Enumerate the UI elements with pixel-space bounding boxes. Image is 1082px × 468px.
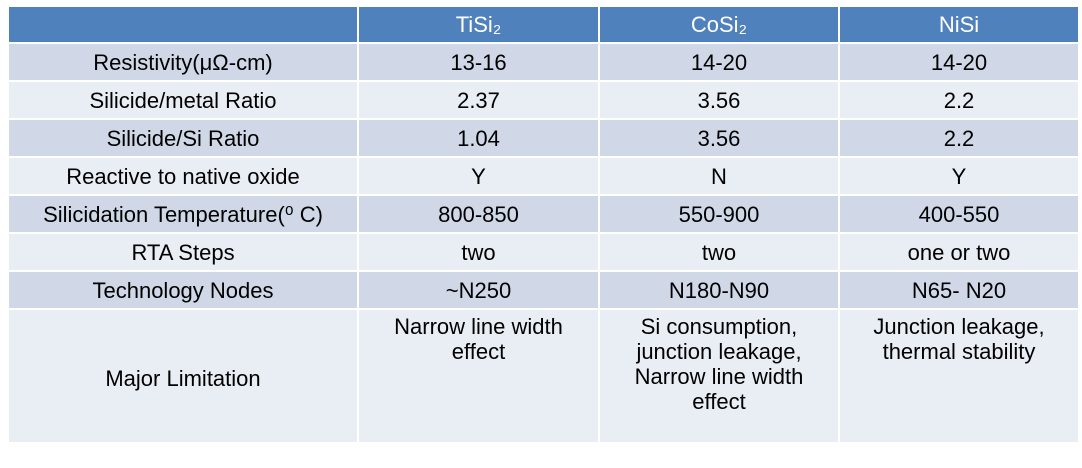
table-cell: 3.56: [598, 118, 840, 158]
table-cell: Y: [357, 156, 600, 196]
table-row: Silicidation Temperature(⁰ C) 800-850 550-…: [7, 194, 1080, 234]
table-row: Silicide/metal Ratio 2.37 3.56 2.2: [7, 80, 1080, 120]
row-label: Major Limitation: [7, 308, 359, 444]
table-row: Reactive to native oxide Y N Y: [7, 156, 1080, 196]
table-row: Major Limitation Narrow line width effect S…: [7, 308, 1080, 444]
cell-line: Narrow line width: [394, 314, 563, 339]
table-cell: 2.2: [838, 118, 1080, 158]
row-label: Silicide/metal Ratio: [7, 80, 359, 120]
row-label: Resistivity(μΩ-cm): [7, 42, 359, 82]
table-cell: N65- N20: [838, 270, 1080, 310]
table-cell: one or two: [838, 232, 1080, 272]
table-cell: ~N250: [357, 270, 600, 310]
table-cell: Y: [838, 156, 1080, 196]
cell-line: Narrow line width: [634, 364, 804, 389]
header-cell: NiSi: [838, 5, 1080, 44]
header-row: TiSi₂ CoSi₂ NiSi: [7, 5, 1080, 44]
table-cell: N180-N90: [598, 270, 840, 310]
row-label: Silicide/Si Ratio: [7, 118, 359, 158]
cell-line: effect: [451, 339, 506, 364]
table-cell: Si consumption, junction leakage, Narrow l…: [598, 308, 840, 444]
row-label: Silicidation Temperature(⁰ C): [7, 194, 359, 234]
cell-line: Major Limitation: [105, 365, 261, 391]
table-cell: two: [357, 232, 600, 272]
table-cell: 1.04: [357, 118, 600, 158]
table-cell: Narrow line width effect: [357, 308, 600, 444]
table-row: Silicide/Si Ratio 1.04 3.56 2.2: [7, 118, 1080, 158]
row-label: Technology Nodes: [7, 270, 359, 310]
comparison-table: TiSi₂ CoSi₂ NiSi Resistivity(μΩ-cm) 13-16 14…: [7, 5, 1080, 444]
table-cell: 13-16: [357, 42, 600, 82]
table-cell: 2.2: [838, 80, 1080, 120]
table-cell: 14-20: [838, 42, 1080, 82]
table-cell: 550-900: [598, 194, 840, 234]
header-cell: TiSi₂: [357, 5, 600, 44]
table-cell: 14-20: [598, 42, 840, 82]
row-label: RTA Steps: [7, 232, 359, 272]
table-cell: 400-550: [838, 194, 1080, 234]
table-cell: 800-850: [357, 194, 600, 234]
table-row: Resistivity(μΩ-cm) 13-16 14-20 14-20: [7, 42, 1080, 82]
header-cell: CoSi₂: [598, 5, 840, 44]
table-cell: N: [598, 156, 840, 196]
table-row: Technology Nodes ~N250 N180-N90 N65- N20: [7, 270, 1080, 310]
cell-line: thermal stability: [882, 339, 1036, 364]
cell-line: Si consumption,: [640, 314, 798, 339]
table-cell: two: [598, 232, 840, 272]
table-cell: Junction leakage, thermal stability: [838, 308, 1080, 444]
table-cell: 3.56: [598, 80, 840, 120]
cell-line: junction leakage,: [636, 339, 802, 364]
header-cell: [7, 5, 359, 44]
table-cell: 2.37: [357, 80, 600, 120]
cell-line: Junction leakage,: [873, 314, 1045, 339]
cell-line: effect: [692, 389, 746, 414]
table-row: RTA Steps two two one or two: [7, 232, 1080, 272]
row-label: Reactive to native oxide: [7, 156, 359, 196]
